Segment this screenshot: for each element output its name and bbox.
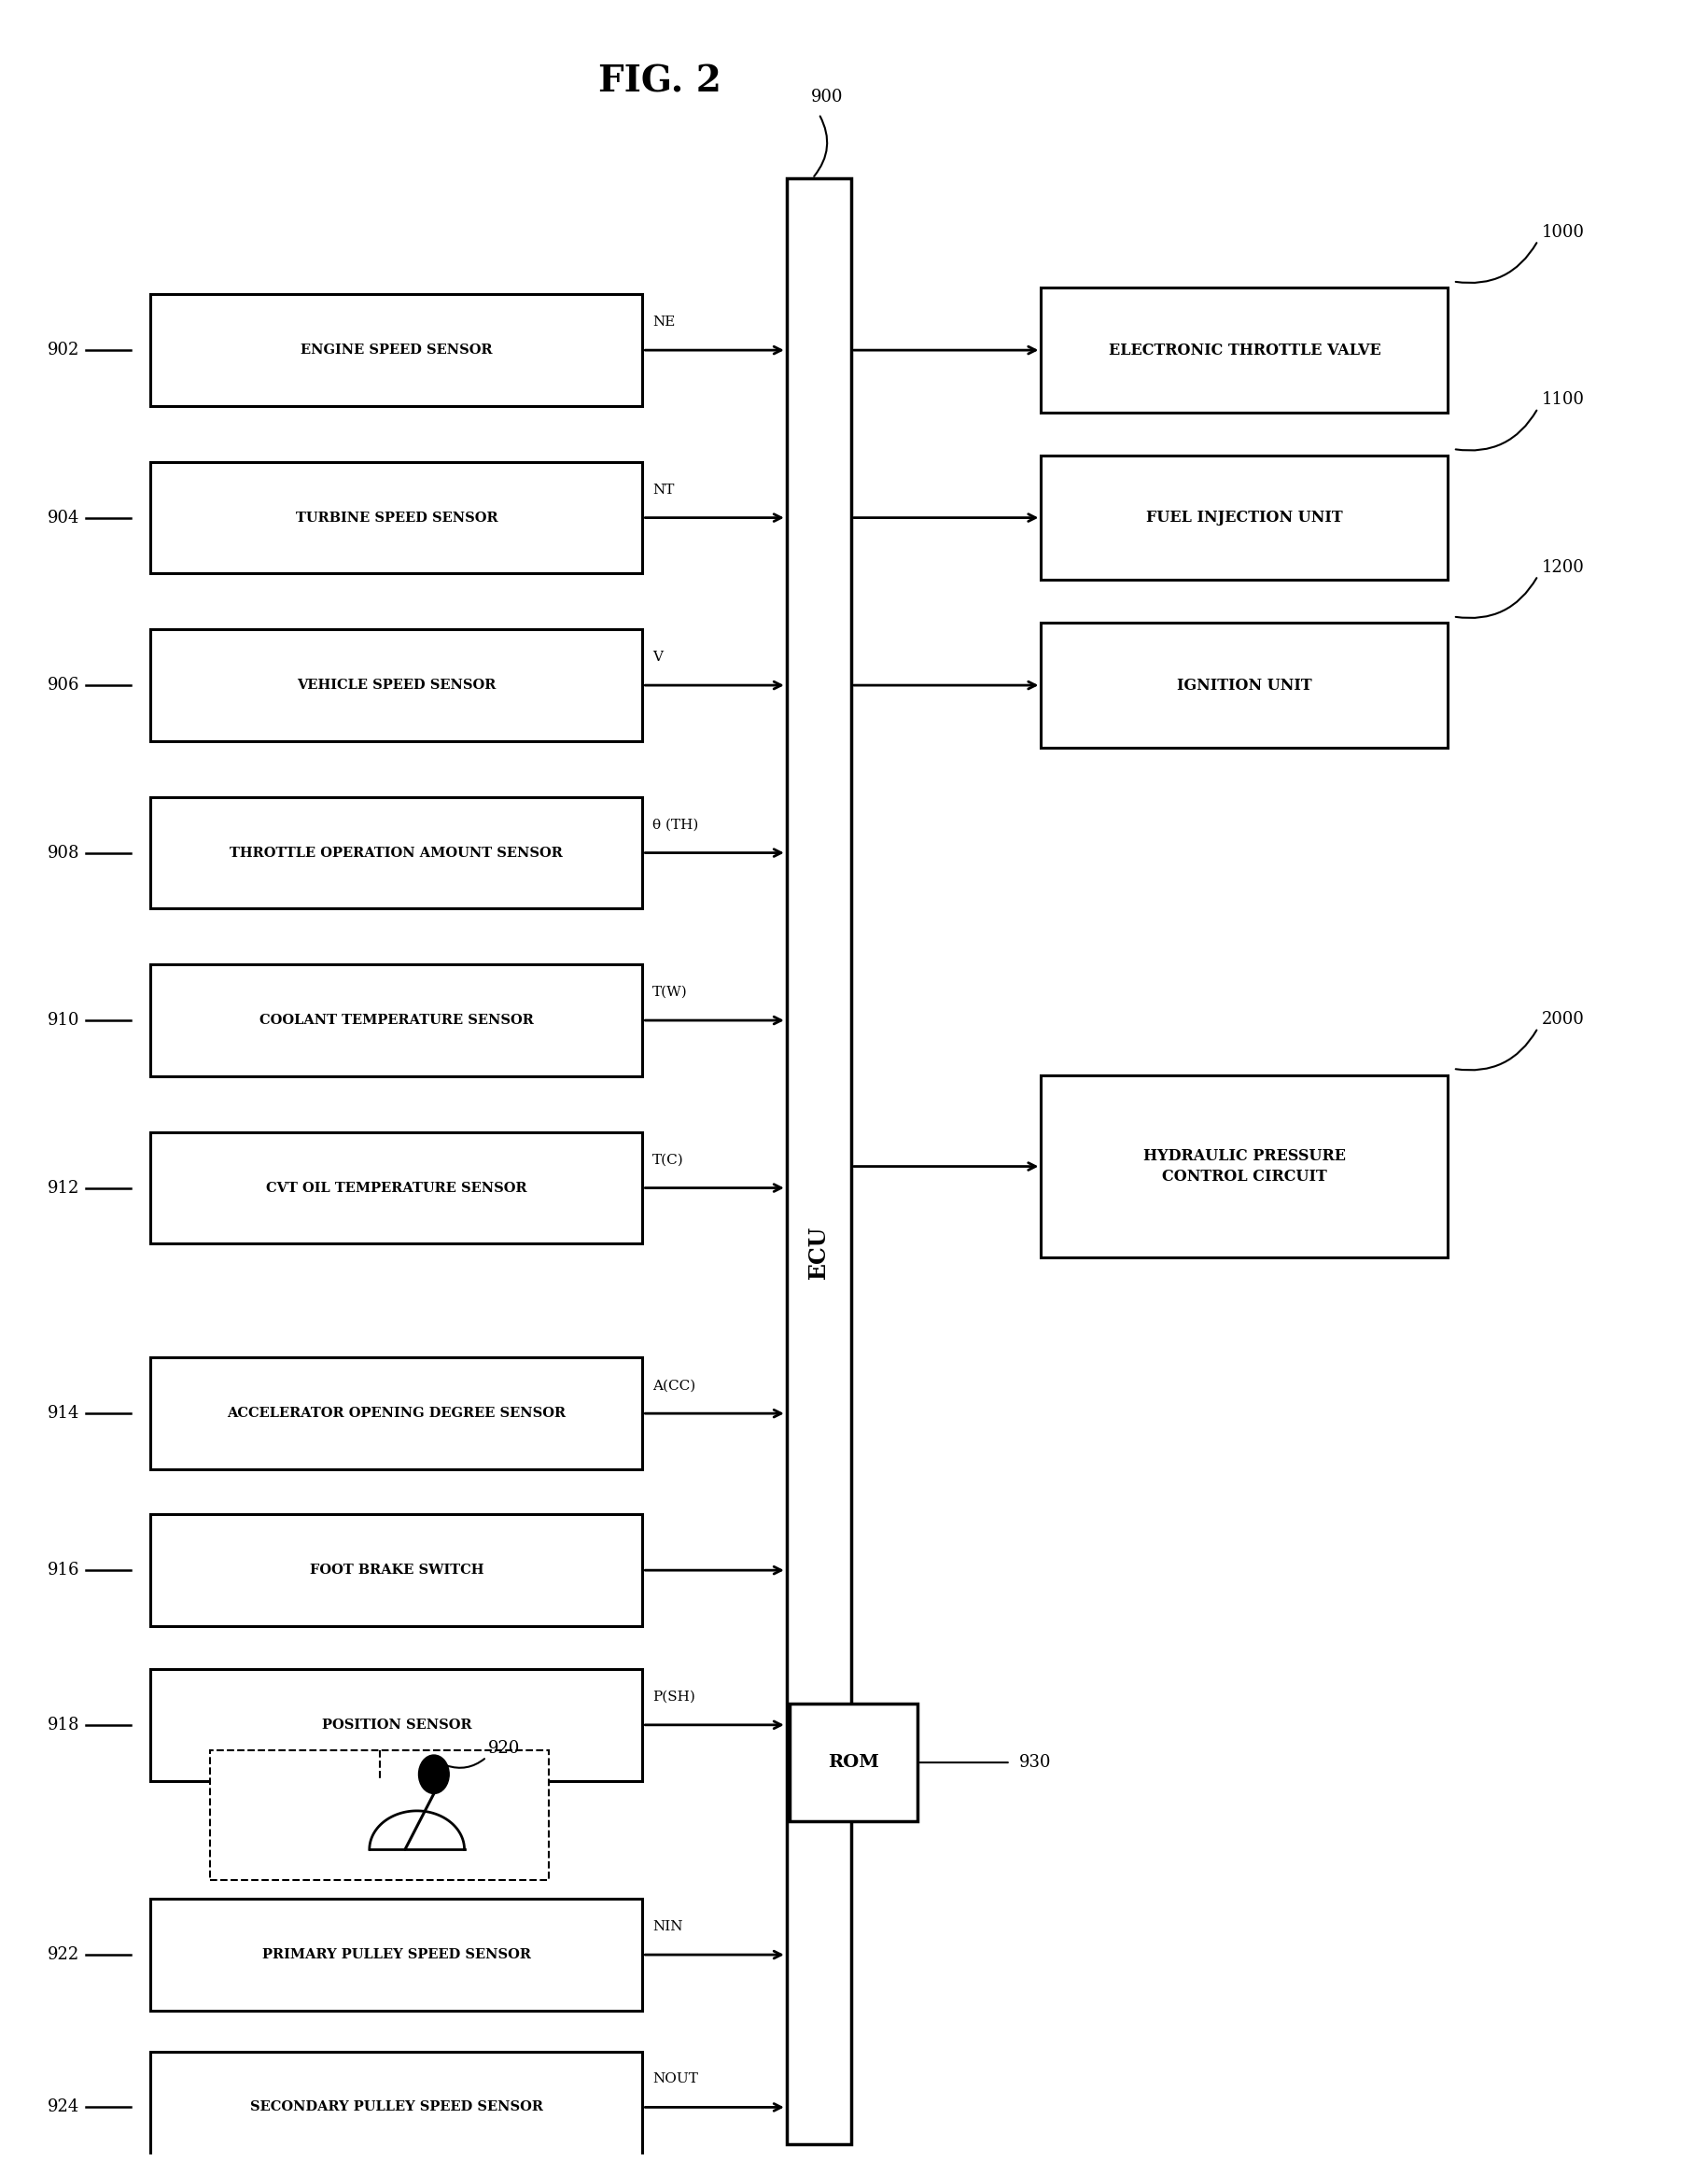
Bar [150, 1515, 642, 1625]
Text: FOOT BRAKE SWITCH: FOOT BRAKE SWITCH [309, 1565, 483, 1578]
Text: 930: 930 [1018, 1755, 1050, 1770]
Bar [1040, 287, 1447, 413]
Text: COOLANT TEMPERATURE SENSOR: COOLANT TEMPERATURE SENSOR [260, 1014, 533, 1026]
Text: ENGINE SPEED SENSOR: ENGINE SPEED SENSOR [301, 344, 492, 357]
Text: ROM: ROM [828, 1755, 878, 1770]
Text: 910: 910 [48, 1011, 79, 1029]
Text: θ (TH): θ (TH) [652, 819, 699, 832]
Bar [150, 629, 642, 741]
Text: FIG. 2: FIG. 2 [598, 65, 721, 99]
Text: VEHICLE SPEED SENSOR: VEHICLE SPEED SENSOR [297, 679, 495, 692]
Bar [150, 964, 642, 1076]
Bar [150, 1900, 642, 2010]
Text: ACCELERATOR OPENING DEGREE SENSOR: ACCELERATOR OPENING DEGREE SENSOR [227, 1407, 565, 1420]
Bar [1040, 456, 1447, 579]
Bar [1040, 1076, 1447, 1258]
Text: 1000: 1000 [1541, 225, 1583, 240]
Text: ECU: ECU [808, 1225, 830, 1279]
Text: FUEL INJECTION UNIT: FUEL INJECTION UNIT [1146, 510, 1342, 525]
Bar [1040, 622, 1447, 748]
Text: NE: NE [652, 316, 675, 328]
Text: T(C): T(C) [652, 1154, 683, 1167]
Circle shape [418, 1755, 449, 1794]
Text: NIN: NIN [652, 1921, 683, 1934]
Text: 922: 922 [48, 1947, 79, 1962]
Text: 1200: 1200 [1541, 560, 1583, 575]
Text: SECONDARY PULLEY SPEED SENSOR: SECONDARY PULLEY SPEED SENSOR [249, 2100, 543, 2113]
Text: 900: 900 [811, 89, 844, 106]
Text: 908: 908 [48, 845, 79, 862]
Text: V: V [652, 650, 663, 663]
Bar [150, 1132, 642, 1245]
Text: ELECTRONIC THROTTLE VALVE: ELECTRONIC THROTTLE VALVE [1108, 341, 1380, 359]
Text: POSITION SENSOR: POSITION SENSOR [321, 1718, 471, 1731]
Bar [150, 1357, 642, 1469]
Text: 1100: 1100 [1541, 391, 1583, 408]
Text: THROTTLE OPERATION AMOUNT SENSOR: THROTTLE OPERATION AMOUNT SENSOR [231, 847, 564, 860]
Bar [210, 1750, 548, 1880]
Text: HYDRAULIC PRESSURE
CONTROL CIRCUIT: HYDRAULIC PRESSURE CONTROL CIRCUIT [1143, 1147, 1346, 1184]
Text: 924: 924 [48, 2098, 79, 2116]
Text: T(W): T(W) [652, 985, 688, 998]
Text: 904: 904 [48, 510, 79, 525]
Bar [150, 462, 642, 573]
Text: IGNITION UNIT: IGNITION UNIT [1177, 676, 1312, 694]
Text: P(SH): P(SH) [652, 1690, 695, 1703]
Text: NT: NT [652, 484, 675, 497]
Text: 906: 906 [48, 676, 79, 694]
Text: 2000: 2000 [1541, 1011, 1583, 1029]
Text: TURBINE SPEED SENSOR: TURBINE SPEED SENSOR [295, 512, 497, 525]
Bar [150, 2051, 642, 2161]
Bar [789, 1703, 917, 1822]
Text: 914: 914 [48, 1405, 79, 1422]
Bar [150, 294, 642, 406]
Bar [150, 797, 642, 908]
Text: 902: 902 [48, 341, 79, 359]
Text: 920: 920 [488, 1740, 519, 1757]
Bar [150, 1668, 642, 1781]
Text: PRIMARY PULLEY SPEED SENSOR: PRIMARY PULLEY SPEED SENSOR [261, 1949, 531, 1962]
Text: 916: 916 [48, 1562, 79, 1580]
Text: NOUT: NOUT [652, 2072, 699, 2085]
Text: A(CC): A(CC) [652, 1379, 695, 1392]
Text: CVT OIL TEMPERATURE SENSOR: CVT OIL TEMPERATURE SENSOR [266, 1182, 526, 1195]
Bar [786, 179, 851, 2144]
Text: 912: 912 [48, 1180, 79, 1197]
Text: 918: 918 [48, 1716, 79, 1733]
